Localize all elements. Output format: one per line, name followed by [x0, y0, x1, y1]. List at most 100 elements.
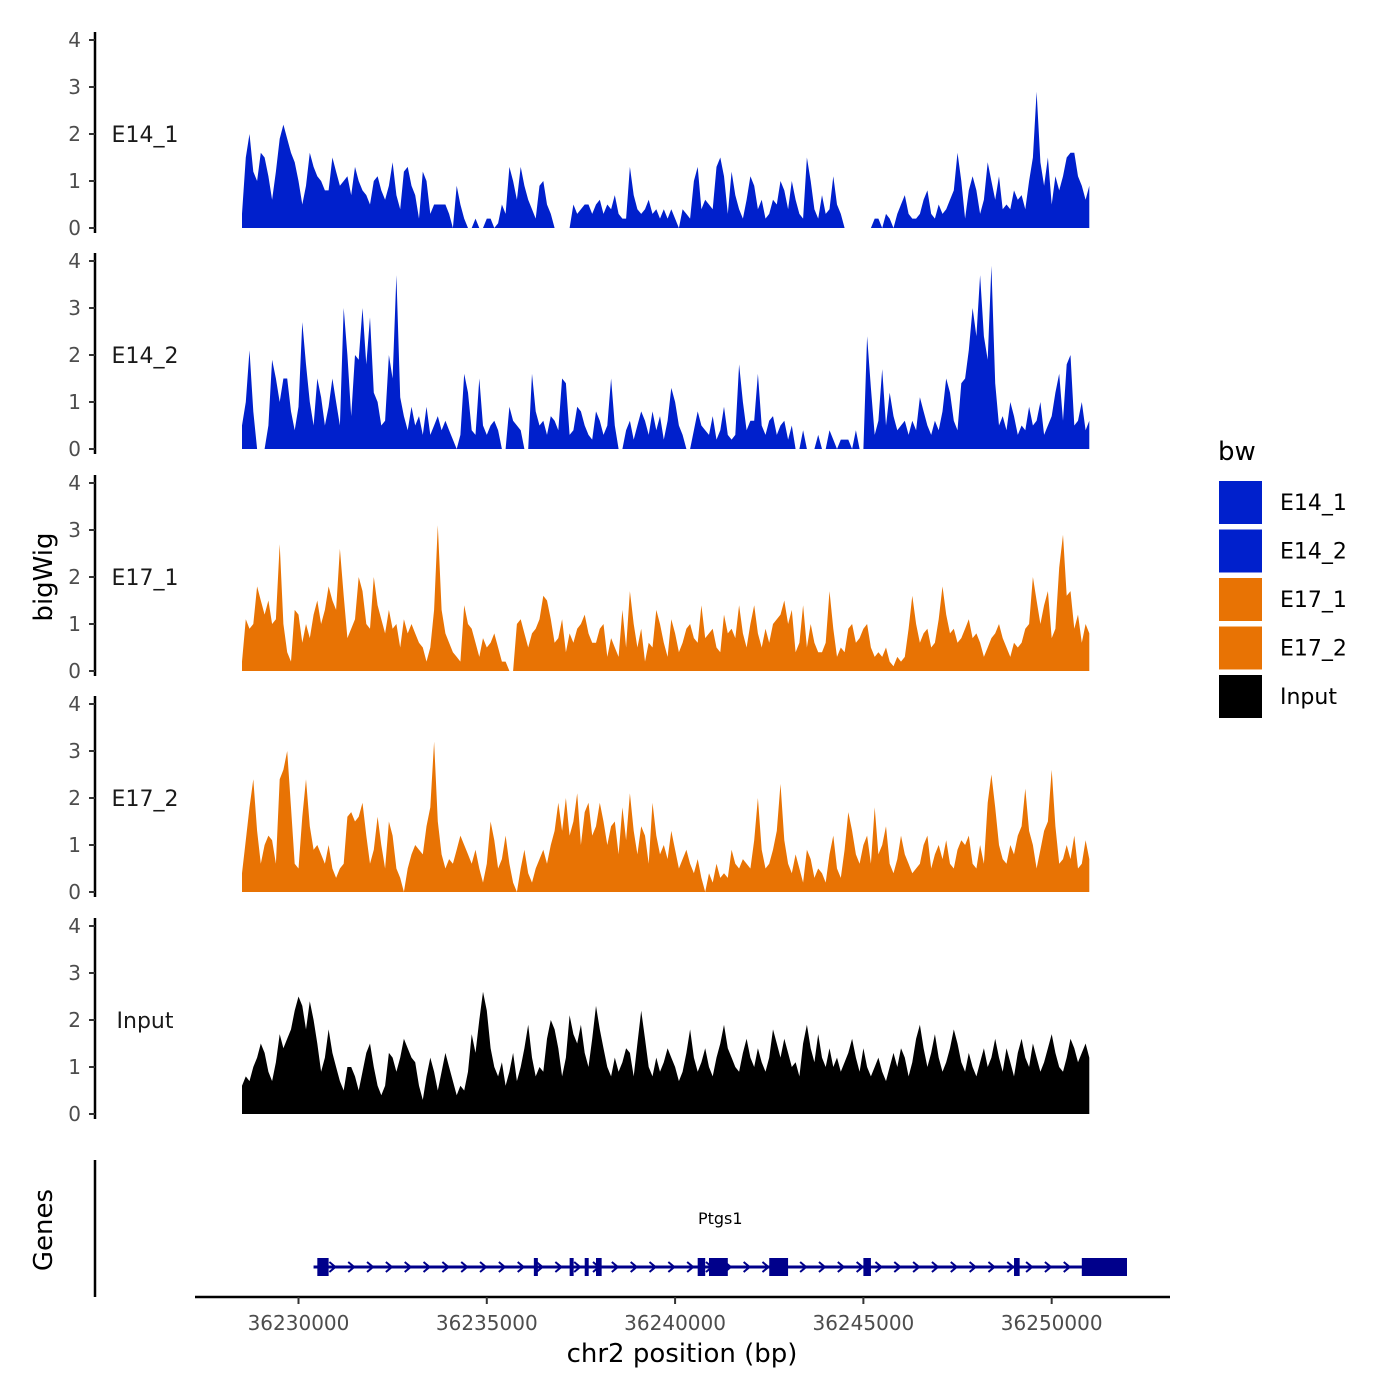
legend-title: bw [1218, 437, 1256, 467]
strand-chevron-icon [1063, 1261, 1072, 1273]
strand-chevron-icon [912, 1261, 921, 1273]
strand-chevron-icon [987, 1261, 996, 1273]
y-tick-label-e14-2-4: 4 [68, 249, 81, 273]
legend-swatch-input [1219, 675, 1262, 718]
track-area-e17-1 [242, 525, 1090, 671]
strand-chevron-icon [968, 1261, 978, 1273]
track-label-e14-1: E14_1 [112, 123, 179, 148]
strand-chevron-icon [460, 1261, 469, 1273]
y-tick-label-e14-1-1: 1 [68, 169, 81, 193]
strand-chevron-icon [1025, 1261, 1034, 1273]
strand-chevron-icon [535, 1261, 545, 1273]
legend-label-input: Input [1280, 685, 1337, 710]
y-tick-label-input-3: 3 [68, 961, 81, 985]
track-label-e14-2: E14_2 [112, 344, 179, 369]
x-axis-title: chr2 position (bp) [567, 1339, 798, 1369]
track-label-input: Input [117, 1009, 174, 1034]
strand-chevron-icon [837, 1261, 846, 1273]
track-area-e17-2 [242, 741, 1090, 892]
y-tick-label-e17-1-1: 1 [68, 612, 81, 636]
y-tick-label-input-4: 4 [68, 914, 81, 938]
strand-chevron-icon [611, 1261, 620, 1273]
strand-chevron-icon [404, 1261, 413, 1273]
y-tick-label-e14-2-1: 1 [68, 390, 81, 414]
strand-chevron-icon [950, 1261, 959, 1273]
track-area-input [242, 991, 1090, 1114]
strand-chevron-icon [874, 1261, 884, 1273]
x-tick-label-36245000: 36245000 [812, 1311, 914, 1335]
y-tick-label-e17-2-3: 3 [68, 739, 81, 763]
strand-chevron-icon [1044, 1261, 1053, 1273]
y-tick-label-e17-1-0: 0 [68, 659, 81, 683]
x-tick-label-36230000: 36230000 [248, 1311, 350, 1335]
strand-chevron-icon [667, 1261, 676, 1273]
strand-chevron-icon [799, 1261, 808, 1273]
strand-chevron-icon [1006, 1261, 1015, 1273]
strand-chevron-icon [328, 1261, 337, 1273]
exon-ptgs1-11 [1081, 1258, 1127, 1276]
strand-chevron-icon [648, 1261, 658, 1273]
legend-swatch-e17-1 [1219, 578, 1262, 621]
exon-ptgs1-8 [769, 1258, 789, 1276]
strand-chevron-icon [742, 1261, 752, 1273]
gene-track-title: Genes [29, 1189, 59, 1271]
y-tick-label-e14-2-0: 0 [68, 437, 81, 461]
y-tick-label-e17-2-0: 0 [68, 880, 81, 904]
track-area-e14-2 [242, 265, 1090, 449]
legend-label-e17-1: E17_1 [1280, 588, 1347, 613]
y-tick-label-e17-1-4: 4 [68, 471, 81, 495]
y-axis-title: bigWig [29, 532, 59, 621]
exon-ptgs1-6 [697, 1258, 706, 1276]
y-tick-label-e14-1-4: 4 [68, 28, 81, 52]
exon-ptgs1-7 [708, 1258, 728, 1276]
legend-label-e14-1: E14_1 [1280, 491, 1347, 516]
exon-ptgs1-5 [596, 1258, 602, 1276]
exon-ptgs1-10 [1014, 1258, 1020, 1276]
strand-chevron-icon [517, 1261, 526, 1273]
y-tick-label-e17-2-1: 1 [68, 833, 81, 857]
legend-swatch-e14-1 [1219, 481, 1262, 524]
exon-ptgs1-2 [533, 1258, 538, 1276]
y-tick-label-input-2: 2 [68, 1008, 81, 1032]
strand-chevron-icon [554, 1261, 563, 1273]
y-tick-label-input-1: 1 [68, 1055, 81, 1079]
strand-chevron-icon [498, 1261, 507, 1273]
y-tick-label-e17-1-3: 3 [68, 518, 81, 542]
legend-label-e17-2: E17_2 [1280, 637, 1347, 662]
y-tick-label-e17-1-2: 2 [68, 565, 81, 589]
y-tick-label-e14-1-3: 3 [68, 75, 81, 99]
track-area-e14-1 [242, 91, 1090, 228]
strand-chevron-icon [385, 1261, 394, 1273]
y-tick-label-e14-1-0: 0 [68, 216, 81, 240]
exon-ptgs1-1 [317, 1258, 329, 1276]
strand-chevron-icon [422, 1261, 432, 1273]
track-label-e17-2: E17_2 [112, 787, 179, 812]
exon-ptgs1-3 [569, 1258, 574, 1276]
strand-chevron-icon [855, 1261, 865, 1273]
x-tick-label-36250000: 36250000 [1001, 1311, 1103, 1335]
gene-label-ptgs1: Ptgs1 [698, 1209, 743, 1228]
legend-label-e14-2: E14_2 [1280, 540, 1347, 565]
y-tick-label-e14-2-3: 3 [68, 296, 81, 320]
legend-swatch-e14-2 [1219, 529, 1262, 573]
y-tick-label-e17-2-2: 2 [68, 786, 81, 810]
exon-ptgs1-4 [584, 1258, 589, 1276]
strand-chevron-icon [366, 1261, 375, 1273]
y-tick-label-e14-2-2: 2 [68, 343, 81, 367]
y-tick-label-e17-2-4: 4 [68, 692, 81, 716]
legend-swatch-e17-2 [1219, 626, 1262, 670]
strand-chevron-icon [818, 1261, 827, 1273]
strand-chevron-icon [686, 1261, 695, 1273]
strand-chevron-icon [893, 1261, 902, 1273]
x-tick-label-36235000: 36235000 [436, 1311, 538, 1335]
strand-chevron-icon [761, 1261, 771, 1273]
strand-chevron-icon [479, 1261, 488, 1273]
strand-chevron-icon [441, 1261, 450, 1273]
strand-chevron-icon [630, 1261, 639, 1273]
x-tick-label-36240000: 36240000 [624, 1311, 726, 1335]
y-tick-label-e14-1-2: 2 [68, 122, 81, 146]
y-tick-label-input-0: 0 [68, 1102, 81, 1126]
exon-ptgs1-9 [863, 1258, 871, 1276]
